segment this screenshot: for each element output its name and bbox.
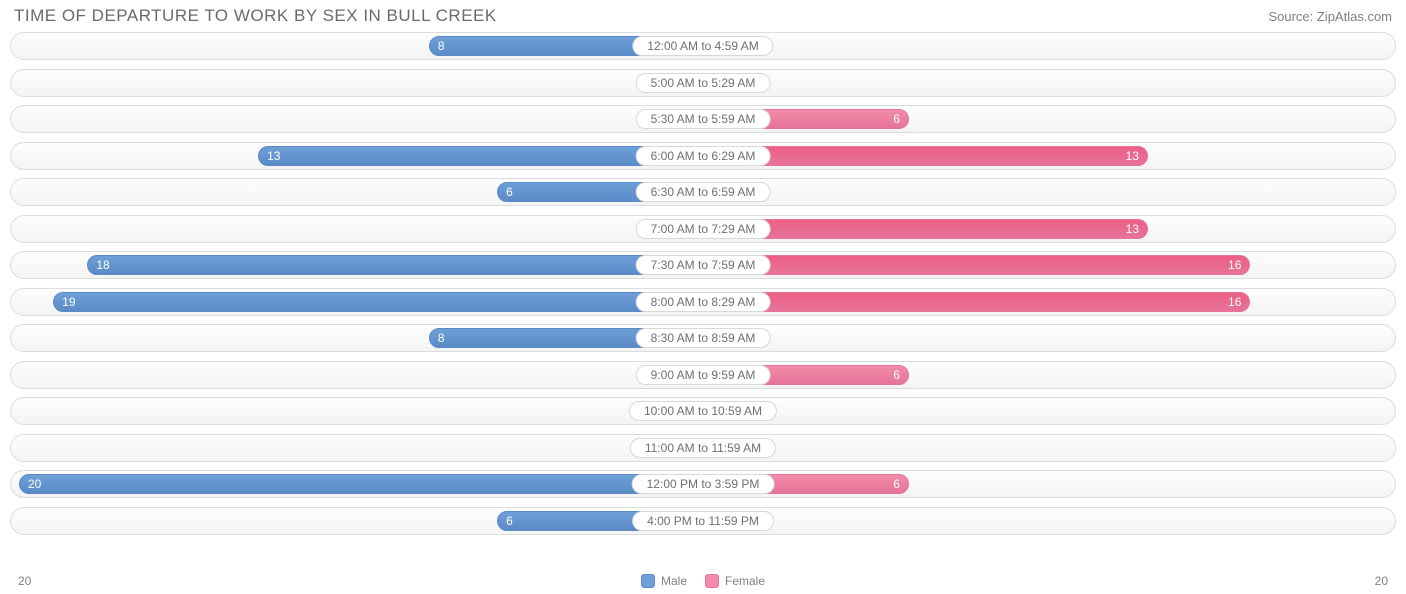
category-label: 4:00 PM to 11:59 PM xyxy=(632,511,774,531)
chart-header: TIME OF DEPARTURE TO WORK BY SEX IN BULL… xyxy=(0,0,1406,28)
male-bar: 18 xyxy=(87,255,702,275)
axis-max-left: 20 xyxy=(18,574,31,588)
category-label: 11:00 AM to 11:59 AM xyxy=(630,438,776,458)
row-track: 069:00 AM to 9:59 AM xyxy=(10,361,1396,389)
row-track: 8212:00 AM to 4:59 AM xyxy=(10,32,1396,60)
category-label: 9:00 AM to 9:59 AM xyxy=(636,365,771,385)
female-bar: 13 xyxy=(704,146,1148,166)
category-label: 7:30 AM to 7:59 AM xyxy=(636,255,771,275)
legend-item-female: Female xyxy=(705,574,765,588)
category-label: 8:00 AM to 8:29 AM xyxy=(636,292,771,312)
row-track: 19 16 8:00 AM to 8:29 AM xyxy=(10,288,1396,316)
female-value: 6 xyxy=(893,368,900,382)
legend: Male Female xyxy=(641,574,765,588)
male-value: 13 xyxy=(267,149,280,163)
chart-area: 8212:00 AM to 4:59 AM 005:00 AM to 5:29 A… xyxy=(0,28,1406,535)
male-value: 18 xyxy=(96,258,109,272)
female-bar: 16 xyxy=(704,255,1250,275)
male-value: 6 xyxy=(506,514,513,528)
category-label: 7:00 AM to 7:29 AM xyxy=(636,219,771,239)
male-value: 6 xyxy=(506,185,513,199)
male-value: 8 xyxy=(438,331,445,345)
category-label: 12:00 PM to 3:59 PM xyxy=(632,474,775,494)
row-track: 20 6 12:00 PM to 3:59 PM xyxy=(10,470,1396,498)
chart-title: TIME OF DEPARTURE TO WORK BY SEX IN BULL… xyxy=(14,6,497,26)
legend-male-label: Male xyxy=(661,574,687,588)
row-track: 808:30 AM to 8:59 AM xyxy=(10,324,1396,352)
legend-item-male: Male xyxy=(641,574,687,588)
swatch-male xyxy=(641,574,655,588)
axis-max-right: 20 xyxy=(1375,574,1388,588)
row-track: 604:00 PM to 11:59 PM xyxy=(10,507,1396,535)
female-value: 13 xyxy=(1126,222,1139,236)
chart-source: Source: ZipAtlas.com xyxy=(1268,9,1392,24)
female-bar: 16 xyxy=(704,292,1250,312)
male-bar: 20 xyxy=(19,474,702,494)
female-value: 6 xyxy=(893,112,900,126)
chart-footer: 20 Male Female 20 xyxy=(0,574,1406,588)
row-track: 0011:00 AM to 11:59 AM xyxy=(10,434,1396,462)
male-bar: 19 xyxy=(53,292,702,312)
row-track: 0010:00 AM to 10:59 AM xyxy=(10,397,1396,425)
category-label: 12:00 AM to 4:59 AM xyxy=(632,36,773,56)
male-value: 20 xyxy=(28,477,41,491)
category-label: 5:00 AM to 5:29 AM xyxy=(636,73,771,93)
category-label: 8:30 AM to 8:59 AM xyxy=(636,328,771,348)
row-track: 606:30 AM to 6:59 AM xyxy=(10,178,1396,206)
row-track: 0137:00 AM to 7:29 AM xyxy=(10,215,1396,243)
legend-female-label: Female xyxy=(725,574,765,588)
row-track: 005:00 AM to 5:29 AM xyxy=(10,69,1396,97)
female-value: 6 xyxy=(893,477,900,491)
category-label: 6:30 AM to 6:59 AM xyxy=(636,182,771,202)
category-label: 10:00 AM to 10:59 AM xyxy=(629,401,777,421)
category-label: 6:00 AM to 6:29 AM xyxy=(636,146,771,166)
female-bar: 13 xyxy=(704,219,1148,239)
female-value: 13 xyxy=(1126,149,1139,163)
female-value: 16 xyxy=(1228,258,1241,272)
male-value: 19 xyxy=(62,295,75,309)
male-value: 8 xyxy=(438,39,445,53)
category-label: 5:30 AM to 5:59 AM xyxy=(636,109,771,129)
row-track: 18 16 7:30 AM to 7:59 AM xyxy=(10,251,1396,279)
row-track: 065:30 AM to 5:59 AM xyxy=(10,105,1396,133)
row-track: 13 13 6:00 AM to 6:29 AM xyxy=(10,142,1396,170)
female-value: 16 xyxy=(1228,295,1241,309)
swatch-female xyxy=(705,574,719,588)
